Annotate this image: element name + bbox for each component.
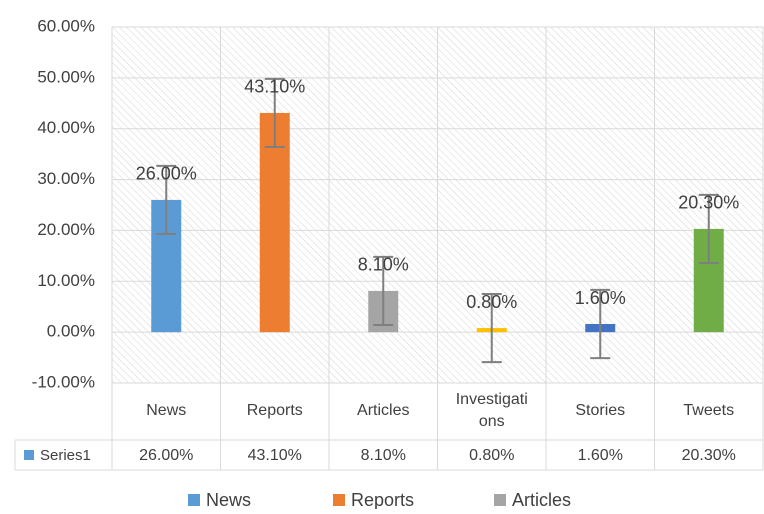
x-tick-label: Investigati ons <box>456 391 528 430</box>
y-tick-label: 50.00% <box>37 67 95 86</box>
table-value: 0.80% <box>469 447 514 464</box>
legend-label: Reports <box>351 490 414 509</box>
x-tick-label: Reports <box>247 402 303 419</box>
y-tick-label: 0.00% <box>47 322 95 341</box>
bar <box>259 112 290 333</box>
x-tick-label: News <box>146 402 186 419</box>
legend-key <box>188 494 200 506</box>
data-label: 1.60% <box>575 288 626 308</box>
legend-key <box>494 494 506 506</box>
x-tick-label: Articles <box>357 402 409 419</box>
y-tick-label: 10.00% <box>37 271 95 290</box>
data-label: 0.80% <box>466 292 517 312</box>
y-tick-label: 40.00% <box>37 118 95 137</box>
table-value: 20.30% <box>682 447 736 464</box>
data-label: 43.10% <box>244 77 305 97</box>
series-name: Series1 <box>40 447 91 464</box>
table-value: 43.10% <box>248 447 302 464</box>
y-tick-label: -10.00% <box>32 372 95 391</box>
y-tick-label: 20.00% <box>37 220 95 239</box>
legend-label: Articles <box>512 490 571 509</box>
data-label: 8.10% <box>358 255 409 275</box>
legend-key <box>333 494 345 506</box>
table-value: 1.60% <box>578 447 623 464</box>
legend-key <box>24 450 34 460</box>
data-label: 20.30% <box>678 193 739 213</box>
data-label: 26.00% <box>136 164 197 184</box>
y-tick-label: 60.00% <box>37 16 95 35</box>
legend-label: News <box>206 490 251 509</box>
x-tick-label: Tweets <box>683 402 734 419</box>
table-value: 26.00% <box>139 447 193 464</box>
x-tick-label: Stories <box>575 402 625 419</box>
y-tick-label: 30.00% <box>37 169 95 188</box>
table-value: 8.10% <box>361 447 406 464</box>
